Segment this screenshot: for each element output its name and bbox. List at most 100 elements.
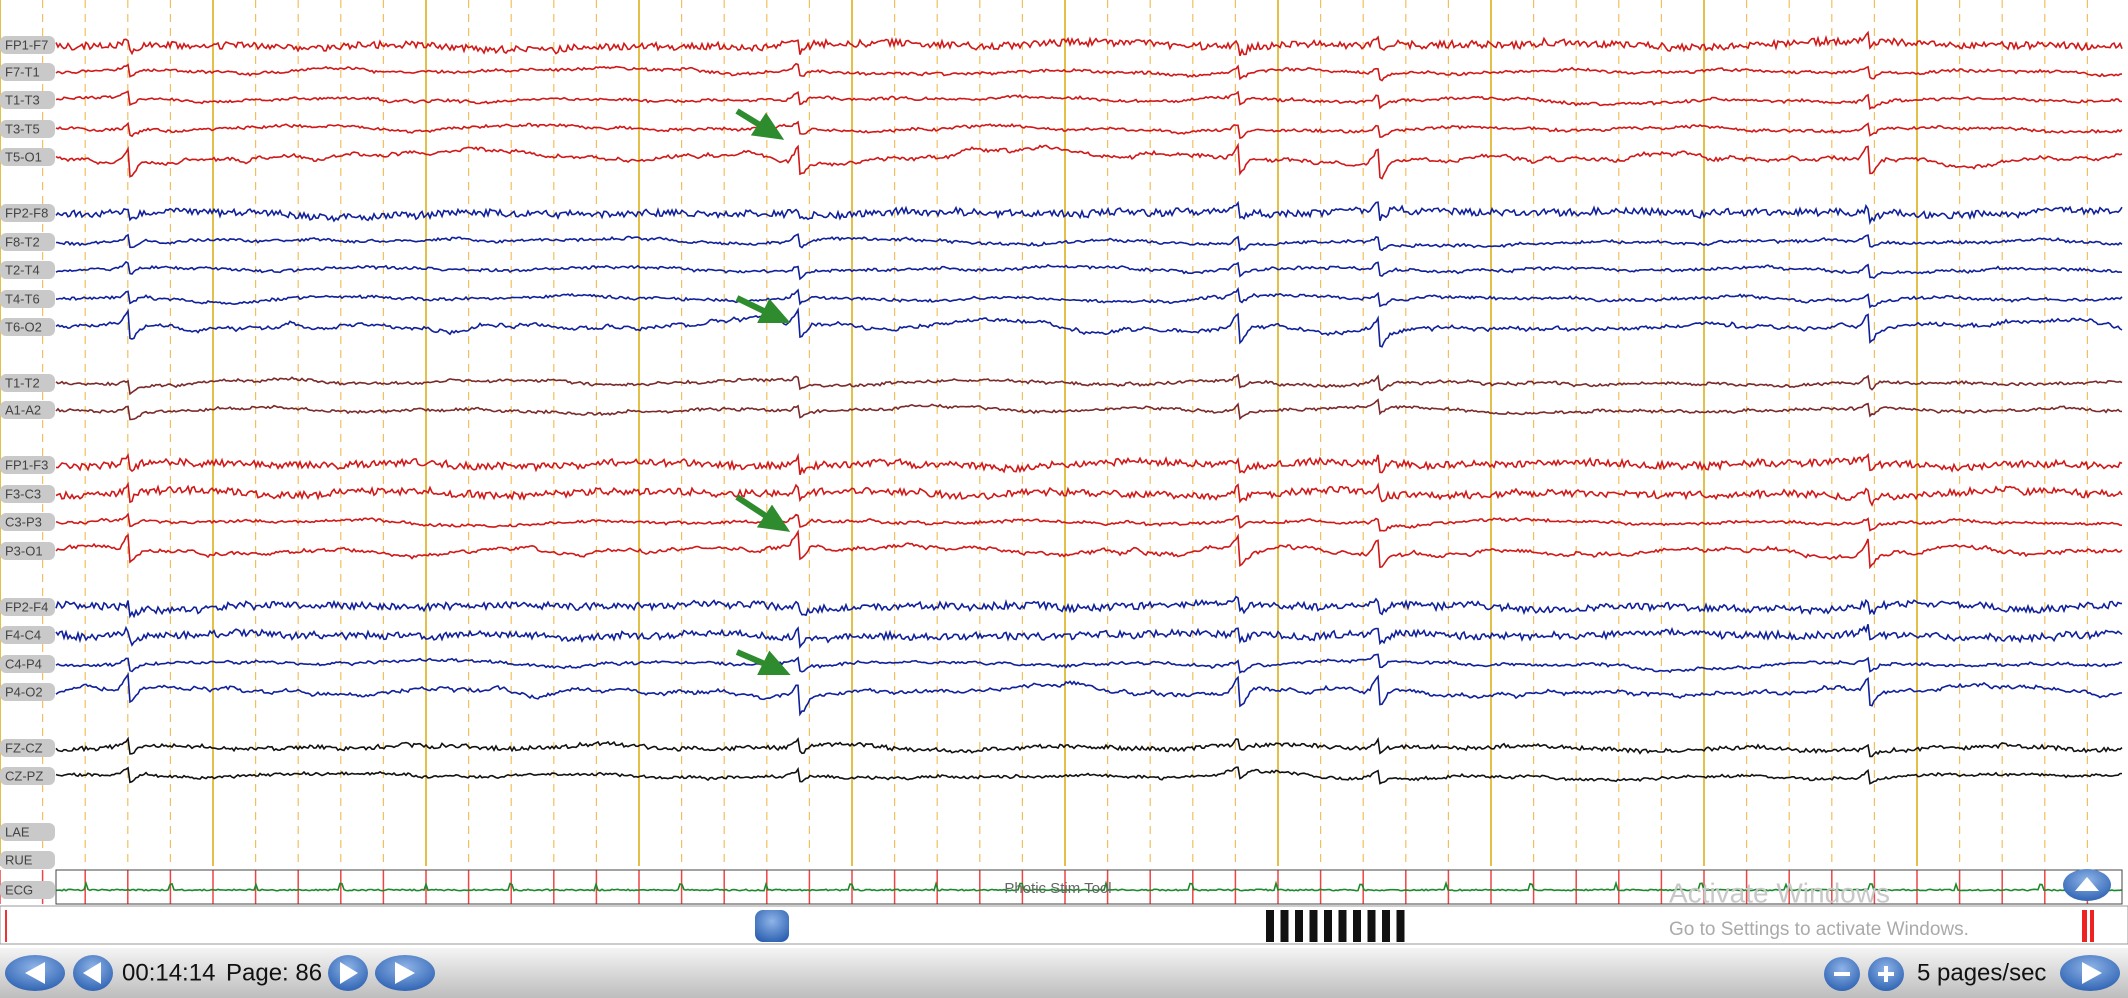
channel-label-box (0, 851, 55, 869)
timeline-marker (2090, 910, 2094, 942)
channel-label: C4-P4 (5, 656, 42, 671)
channel-label: T1-T3 (5, 92, 40, 107)
photic-marker (1396, 910, 1405, 942)
photic-marker (1295, 910, 1303, 942)
channel-label: C3-P3 (5, 514, 42, 529)
arrow-head (750, 112, 785, 140)
watermark-title: Activate Windows (1669, 877, 1890, 908)
eeg-trace (55, 736, 2123, 758)
channel-label: RUE (5, 852, 33, 867)
channel-label-box (0, 881, 55, 899)
eeg-trace (55, 512, 2123, 532)
eeg-trace (55, 653, 2123, 674)
watermark-subtitle: Go to Settings to activate Windows. (1669, 919, 1969, 940)
speed: 5 pages/sec (1917, 959, 2046, 986)
channel-label: T1-T2 (5, 375, 40, 390)
channel-label: FP1-F3 (5, 457, 48, 472)
channel-labels: FP1-F7 F7-T1 T1-T3 T3-T5 T5-O1 FP2-F8 F8-T2 T2-… (0, 36, 55, 899)
channel-label-box (0, 91, 55, 109)
channel-label-box (0, 290, 55, 308)
arrow-head (756, 504, 791, 532)
channel-label: T2-T4 (5, 262, 40, 277)
channel-label: P4-O2 (5, 684, 43, 699)
timeline-thumb[interactable] (755, 910, 789, 942)
last-page[interactable] (375, 955, 435, 991)
scroll-up[interactable] (2063, 869, 2111, 901)
channel-label-box (0, 598, 55, 616)
eeg-trace (55, 142, 2123, 180)
photic-marker (1353, 910, 1361, 942)
channel-label-box (0, 261, 55, 279)
page-number: Page: 86 (226, 959, 322, 986)
photic-marker (1266, 910, 1274, 942)
eeg-trace (55, 90, 2123, 111)
channel-label-box (0, 739, 55, 757)
speed-up[interactable] (1868, 957, 1904, 991)
channel-label: T5-O1 (5, 149, 42, 164)
eeg-trace (55, 120, 2123, 140)
icon (340, 962, 358, 984)
eeg-trace (55, 233, 2123, 253)
channel-label: LAE (5, 824, 30, 839)
photic-marker (1309, 910, 1318, 942)
channel-label: T4-T6 (5, 291, 40, 306)
first-page[interactable] (5, 955, 65, 991)
eeg-trace (55, 307, 2123, 348)
speed-down[interactable] (1824, 957, 1860, 991)
channel-label-box (0, 683, 55, 701)
eeg-trace (55, 286, 2123, 309)
channel-label-box (0, 626, 55, 644)
channel-label-box (0, 374, 55, 392)
time: 00:14:14 (122, 959, 215, 986)
arrow-head (757, 650, 791, 675)
channel-label-box (0, 542, 55, 560)
channel-label-box (0, 485, 55, 503)
channel-label-box (0, 767, 55, 785)
photic-marker (1280, 910, 1289, 942)
channel-label: CZ-PZ (5, 768, 43, 783)
channel-label: FP2-F4 (5, 599, 48, 614)
eeg-trace (55, 481, 2123, 507)
channel-label-box (0, 823, 55, 841)
channel-label-box (0, 204, 55, 222)
channel-label-box (0, 513, 55, 531)
next-page[interactable] (328, 955, 368, 991)
channel-label: F3-C3 (5, 486, 41, 501)
eeg-trace (55, 30, 2123, 57)
icon (83, 962, 101, 984)
channel-label-box (0, 456, 55, 474)
channel-label: FZ-CZ (5, 740, 43, 755)
photic-marker (1338, 910, 1347, 942)
timeline[interactable] (0, 905, 2128, 945)
photic-marker (1367, 910, 1376, 942)
eeg-trace (55, 766, 2123, 785)
channel-label: A1-A2 (5, 402, 41, 417)
photic-marker (1382, 910, 1390, 942)
play[interactable] (2060, 955, 2120, 991)
channel-label: T6-O2 (5, 319, 42, 334)
channel-label: F4-C4 (5, 627, 41, 642)
annotation-arrows (735, 108, 791, 675)
photic-marker (1324, 910, 1332, 942)
channel-label: T3-T5 (5, 121, 40, 136)
timeline-marker (2082, 910, 2087, 942)
eeg-trace (55, 62, 2123, 82)
channel-label-box (0, 401, 55, 419)
channel-label: FP1-F7 (5, 37, 48, 52)
channel-label-box (0, 36, 55, 54)
eeg-trace (55, 373, 2123, 396)
photic-tool: Photic Stim Tool (1004, 880, 1111, 897)
traces (55, 30, 2123, 892)
eeg-trace (55, 880, 2123, 892)
eeg-trace (55, 398, 2123, 421)
channel-label-box (0, 63, 55, 81)
eeg-trace (55, 200, 2123, 226)
photic-markers (1266, 910, 1405, 942)
arrow-head (757, 298, 791, 323)
prev-page[interactable] (73, 955, 113, 991)
channel-label: P3-O1 (5, 543, 43, 558)
eeg-trace (55, 260, 2123, 281)
eeg-trace (55, 595, 2123, 619)
